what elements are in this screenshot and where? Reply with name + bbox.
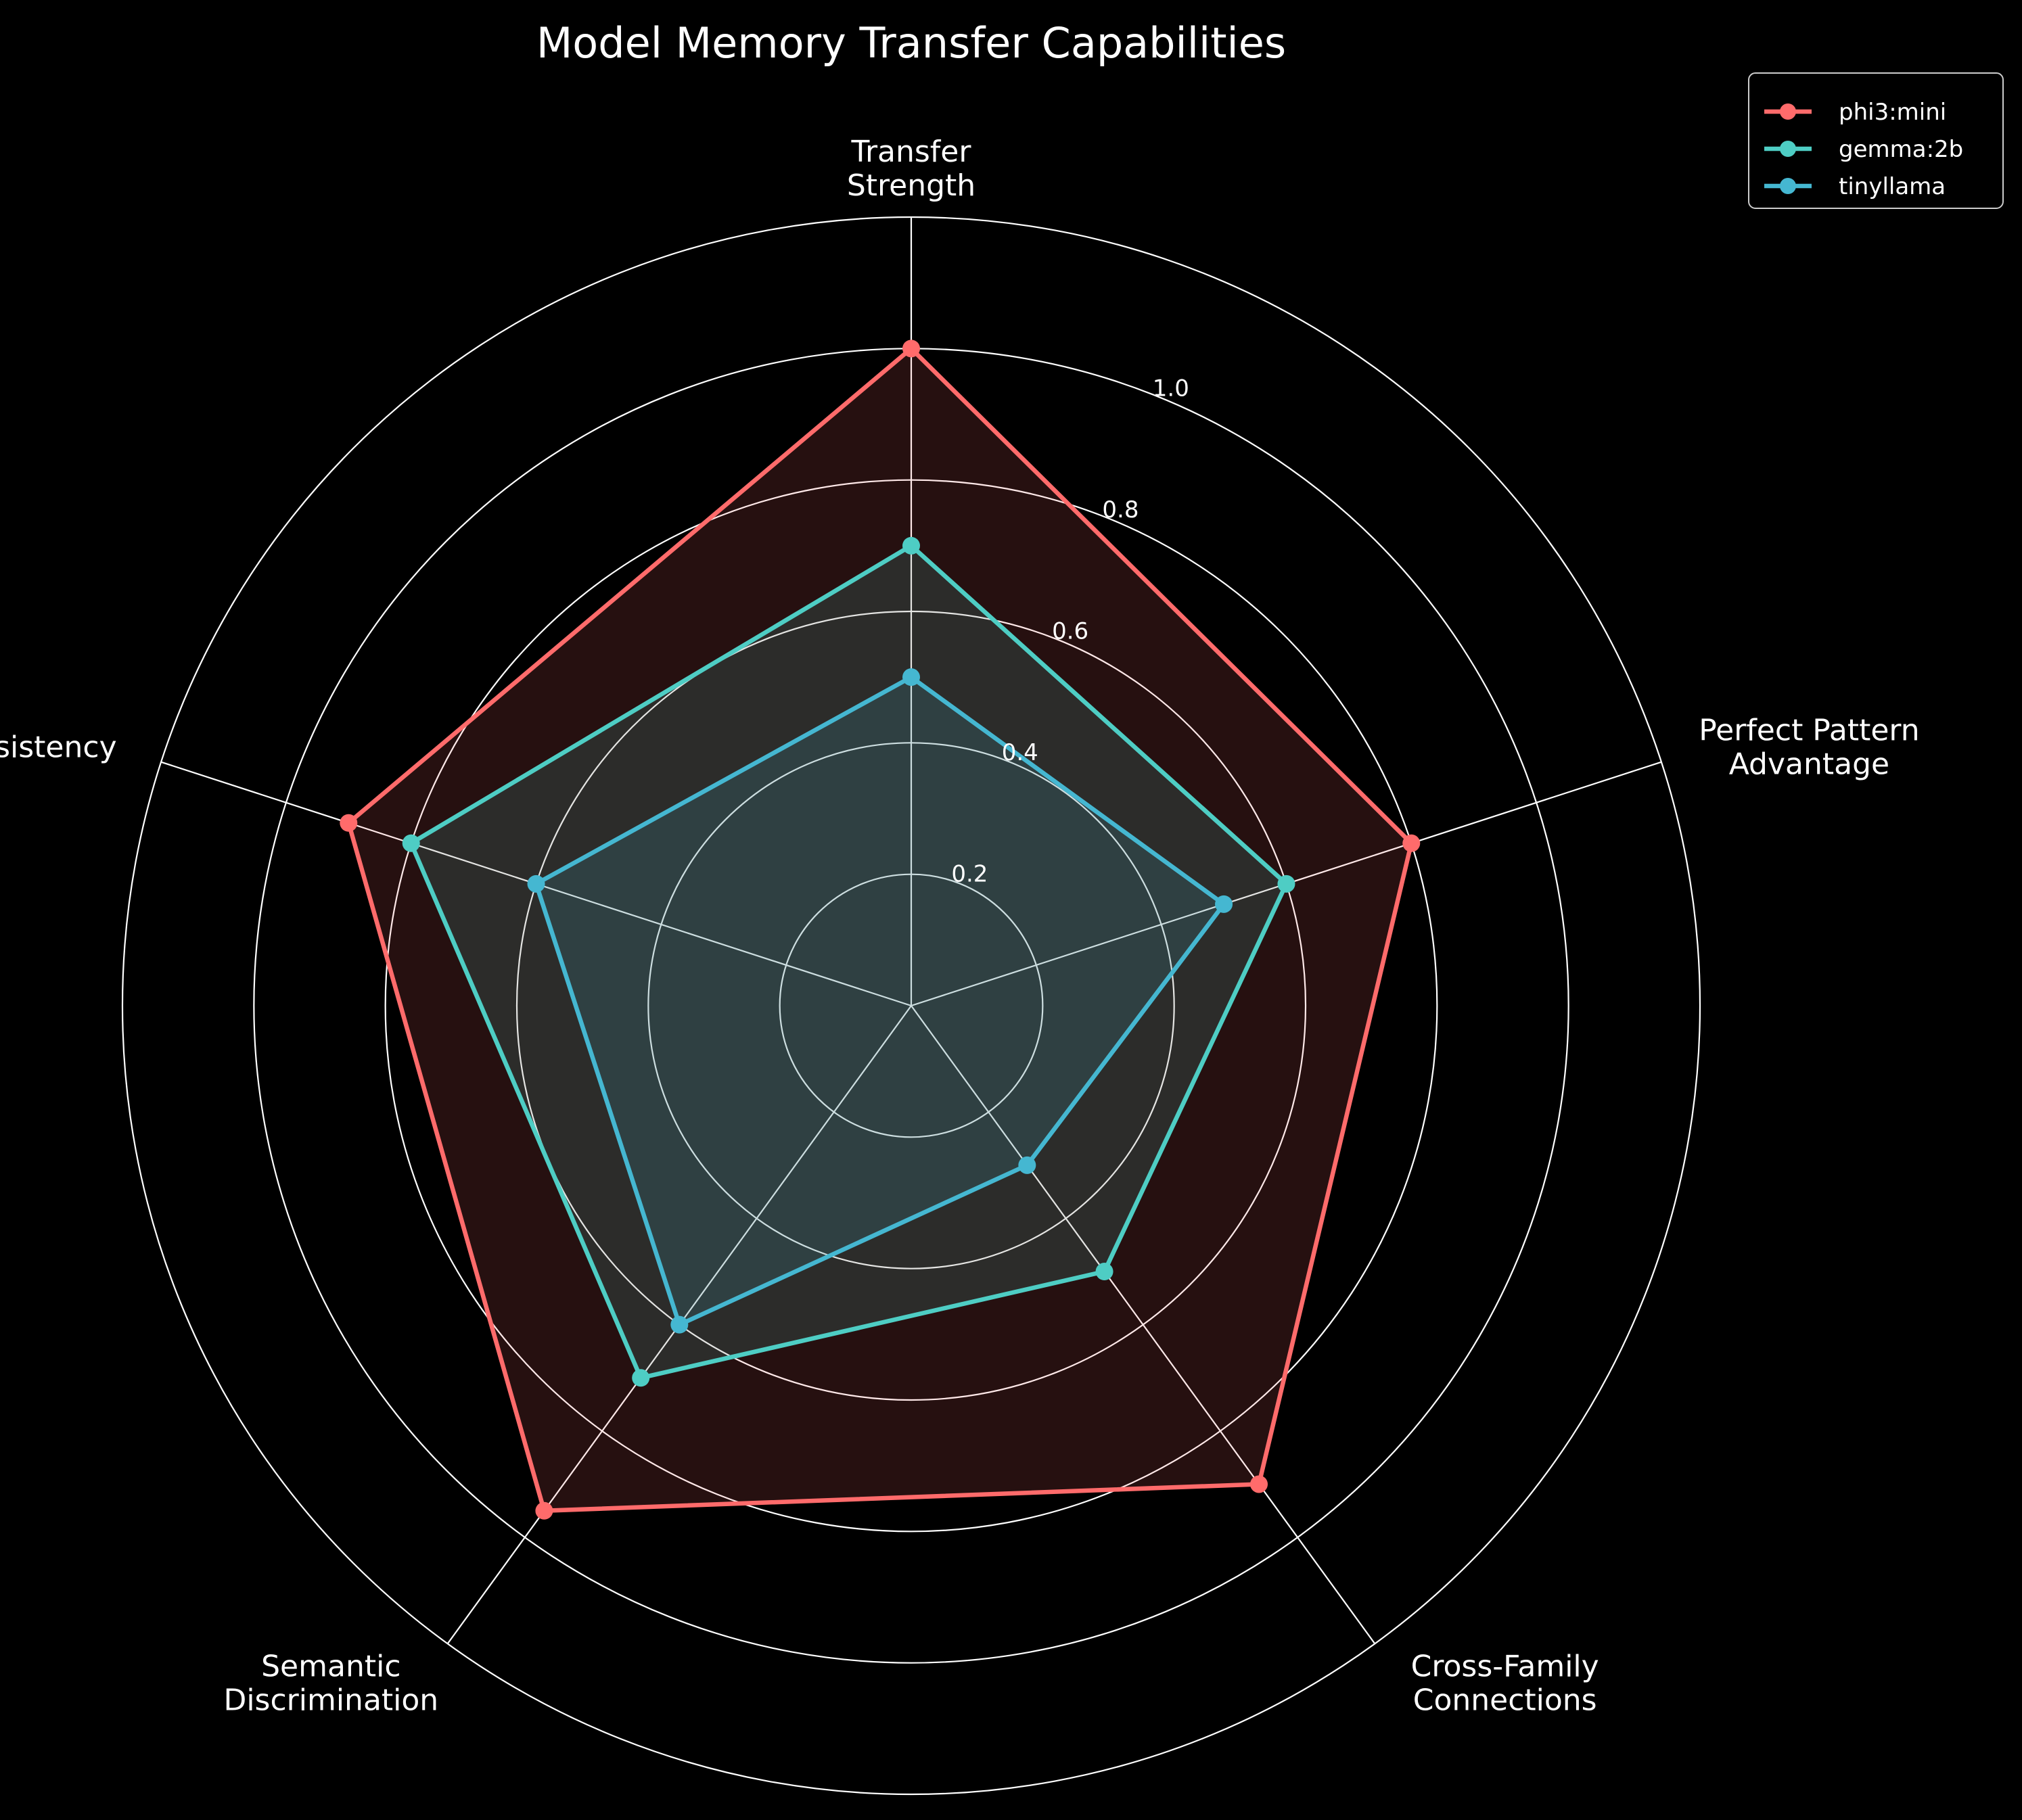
data-point	[1018, 1156, 1036, 1174]
data-point	[1277, 874, 1295, 893]
series-line	[533, 674, 1227, 1328]
series-area	[348, 348, 1412, 1511]
series-group	[340, 340, 1421, 1520]
tick-label: 0.4	[1002, 739, 1038, 766]
axis-label-line: Discrimination	[223, 1683, 438, 1718]
data-point	[902, 668, 920, 686]
axis-label-line: Transfer	[851, 135, 972, 169]
radial-ticks: 0.2 0.4 0.6 0.8 1.0	[951, 375, 1189, 887]
data-point	[402, 834, 420, 852]
legend-label: gemma:2b	[1839, 136, 1963, 163]
series-line	[408, 542, 1289, 1381]
tick-label: 1.0	[1153, 375, 1189, 402]
legend-swatch-marker	[1780, 178, 1796, 194]
legend-frame	[1748, 72, 2004, 209]
axis-label-line: Consistency	[0, 730, 117, 764]
series-area	[536, 677, 1224, 1325]
tick-label: 0.8	[1102, 496, 1139, 523]
legend-label: phi3:mini	[1839, 99, 1946, 126]
data-point	[902, 340, 920, 358]
legend-item-phi3-mini[interactable]: phi3:mini	[1764, 99, 1946, 126]
axis-label-line: Perfect Pattern	[1699, 713, 1919, 747]
legend-label: tinyllama	[1839, 173, 1946, 200]
tick-label: 0.6	[1052, 617, 1088, 645]
axis-spoke	[911, 1005, 1376, 1644]
data-point	[527, 874, 545, 893]
tick-label: 0.2	[951, 860, 988, 887]
series-line	[346, 345, 1414, 1514]
axis-label-line: Semantic	[261, 1650, 400, 1684]
data-point	[902, 536, 920, 555]
series-phi3-mini	[340, 340, 1421, 1520]
legend-item-tinyllama[interactable]: tinyllama	[1764, 173, 1946, 200]
data-point	[1215, 895, 1233, 913]
data-point	[1250, 1475, 1268, 1493]
data-point	[535, 1501, 553, 1520]
series-tinyllama	[527, 668, 1233, 1334]
data-point	[1095, 1263, 1113, 1281]
legend-swatch-marker	[1780, 141, 1796, 157]
legend-swatch-marker	[1780, 103, 1796, 120]
data-point	[670, 1315, 689, 1334]
axis-label-line: Cross-Family	[1411, 1650, 1599, 1684]
data-point	[340, 814, 358, 832]
legend-item-gemma-2b[interactable]: gemma:2b	[1764, 136, 1963, 163]
axis-label-line: Connections	[1413, 1683, 1597, 1718]
chart-title: Model Memory Transfer Capabilities	[536, 18, 1286, 68]
data-point	[1402, 834, 1421, 852]
axis-label-line: Strength	[847, 168, 975, 203]
legend[interactable]: phi3:mini gemma:2b tinyllama	[1748, 72, 2004, 209]
data-point	[632, 1369, 650, 1387]
axis-label-line: Advantage	[1729, 747, 1889, 781]
axis-label-consistency: Consistency	[0, 730, 117, 764]
